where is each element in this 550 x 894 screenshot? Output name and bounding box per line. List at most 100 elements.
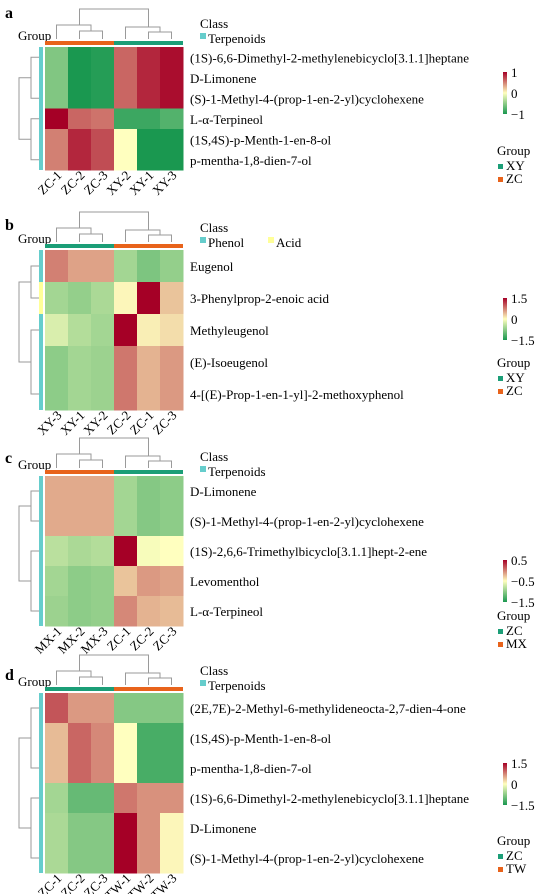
- row-label: Eugenol: [190, 259, 234, 274]
- column-dendrogram: [79, 437, 149, 456]
- heatmap-cell: [91, 783, 115, 814]
- heatmap-cell: [91, 476, 115, 507]
- heatmap-cell: [45, 149, 69, 171]
- heatmap-cell: [160, 282, 184, 315]
- heatmap-cell: [91, 346, 115, 379]
- heatmap-cell: [45, 566, 69, 597]
- group-annotation-cell: [137, 470, 160, 474]
- heatmap-cell: [68, 813, 92, 844]
- column-dendrogram: [148, 460, 172, 468]
- heatmap-cell: [45, 783, 69, 814]
- color-scale-tick: 0: [511, 777, 518, 792]
- color-scale-tick: 0.5: [511, 553, 527, 568]
- class-annotation-cell: [39, 596, 43, 626]
- heatmap-cell: [91, 149, 115, 171]
- class-annotation-cell: [39, 88, 43, 109]
- sample-label: ZC-2: [104, 408, 134, 438]
- group-title: Group: [18, 674, 51, 689]
- group-legend-swatch: [498, 389, 503, 394]
- heatmap-cell: [160, 108, 184, 130]
- group-annotation-cell: [160, 41, 183, 45]
- heatmap-cell: [68, 250, 92, 283]
- heatmap-cell: [68, 506, 92, 537]
- group-annotation-cell: [114, 41, 137, 45]
- sample-label: ZC-1: [127, 408, 157, 438]
- class-annotation-cell: [39, 476, 43, 506]
- row-label: D-Limonene: [190, 821, 257, 836]
- group-annotation-cell: [91, 687, 114, 691]
- heatmap-cell: [114, 596, 138, 627]
- color-scale-tick: 0: [511, 86, 518, 101]
- class-annotation-cell: [39, 566, 43, 596]
- class-annotation-cell: [39, 314, 43, 346]
- heatmap-cell: [114, 783, 138, 814]
- class-annotation-cell: [39, 783, 43, 813]
- row-dendrogram: [18, 737, 31, 829]
- heatmap-cell: [91, 88, 115, 109]
- heatmap-cell: [45, 693, 69, 724]
- panel-letter: c: [5, 450, 12, 467]
- class-annotation-cell: [39, 536, 43, 566]
- group-legend-label: ZC: [506, 623, 523, 638]
- heatmap-cell: [137, 723, 161, 754]
- heatmap-cell: [68, 314, 92, 347]
- group-annotation-cell: [45, 41, 68, 45]
- group-annotation-cell: [45, 470, 68, 474]
- heatmap-cell: [160, 843, 184, 874]
- class-legend-swatch: [200, 237, 206, 243]
- group-annotation-cell: [160, 470, 183, 474]
- heatmap-cell: [114, 314, 138, 347]
- color-scale-tick: −1.5: [511, 595, 535, 610]
- heatmap-cell: [137, 88, 161, 109]
- heatmap-cell: [45, 108, 69, 130]
- class-annotation-cell: [39, 753, 43, 783]
- class-legend-label: Acid: [276, 235, 302, 250]
- row-dendrogram: [18, 505, 31, 582]
- color-scale-tick: −1.5: [511, 333, 535, 348]
- heatmap-cell: [91, 693, 115, 724]
- class-annotation-cell: [39, 129, 43, 150]
- row-label: 4-[(E)-Prop-1-en-1-yl]-2-methoxyphenol: [190, 387, 404, 402]
- group-annotation-cell: [114, 244, 137, 248]
- color-scale-tick: −1: [511, 107, 525, 122]
- class-title: Class: [200, 663, 228, 678]
- heatmap-cell: [114, 47, 138, 68]
- heatmap-cell: [91, 843, 115, 874]
- color-scale-tick: −0.5: [511, 574, 535, 589]
- class-annotation-cell: [39, 813, 43, 843]
- heatmap-cell: [160, 566, 184, 597]
- group-annotation-cell: [137, 244, 160, 248]
- group-annotation-cell: [114, 687, 137, 691]
- heatmap-cell: [91, 506, 115, 537]
- heatmap-cell: [160, 88, 184, 109]
- column-dendrogram: [148, 234, 172, 242]
- heatmap-cell: [137, 506, 161, 537]
- heatmap-cell: [160, 346, 184, 379]
- group-annotation-cell: [91, 41, 114, 45]
- color-scale-bar: [503, 560, 507, 602]
- heatmap-cell: [137, 67, 161, 89]
- heatmap-cell: [160, 47, 184, 68]
- row-label: D-Limonene: [190, 484, 257, 499]
- class-title: Class: [200, 220, 228, 235]
- heatmap-cell: [45, 250, 69, 283]
- heatmap-cell: [137, 47, 161, 68]
- group-annotation-cell: [68, 470, 91, 474]
- row-label: (1S,4S)-p-Menth-1-en-8-ol: [190, 132, 332, 147]
- heatmap-cell: [91, 67, 115, 89]
- heatmap-cell: [45, 67, 69, 89]
- color-scale-tick: 1: [511, 65, 518, 80]
- heatmap-cell: [45, 47, 69, 68]
- heatmap-cell: [91, 566, 115, 597]
- heatmap-cell: [160, 67, 184, 89]
- heatmap-cell: [114, 149, 138, 171]
- heatmap-cell: [160, 129, 184, 150]
- group-annotation-cell: [68, 41, 91, 45]
- row-label: (S)-1-Methyl-4-(prop-1-en-2-yl)cyclohexe…: [190, 851, 424, 866]
- class-annotation-cell: [39, 693, 43, 723]
- group-legend-swatch: [498, 164, 503, 169]
- panel-letter: a: [5, 5, 13, 22]
- heatmap-cell: [45, 476, 69, 507]
- heatmap-cell: [137, 282, 161, 315]
